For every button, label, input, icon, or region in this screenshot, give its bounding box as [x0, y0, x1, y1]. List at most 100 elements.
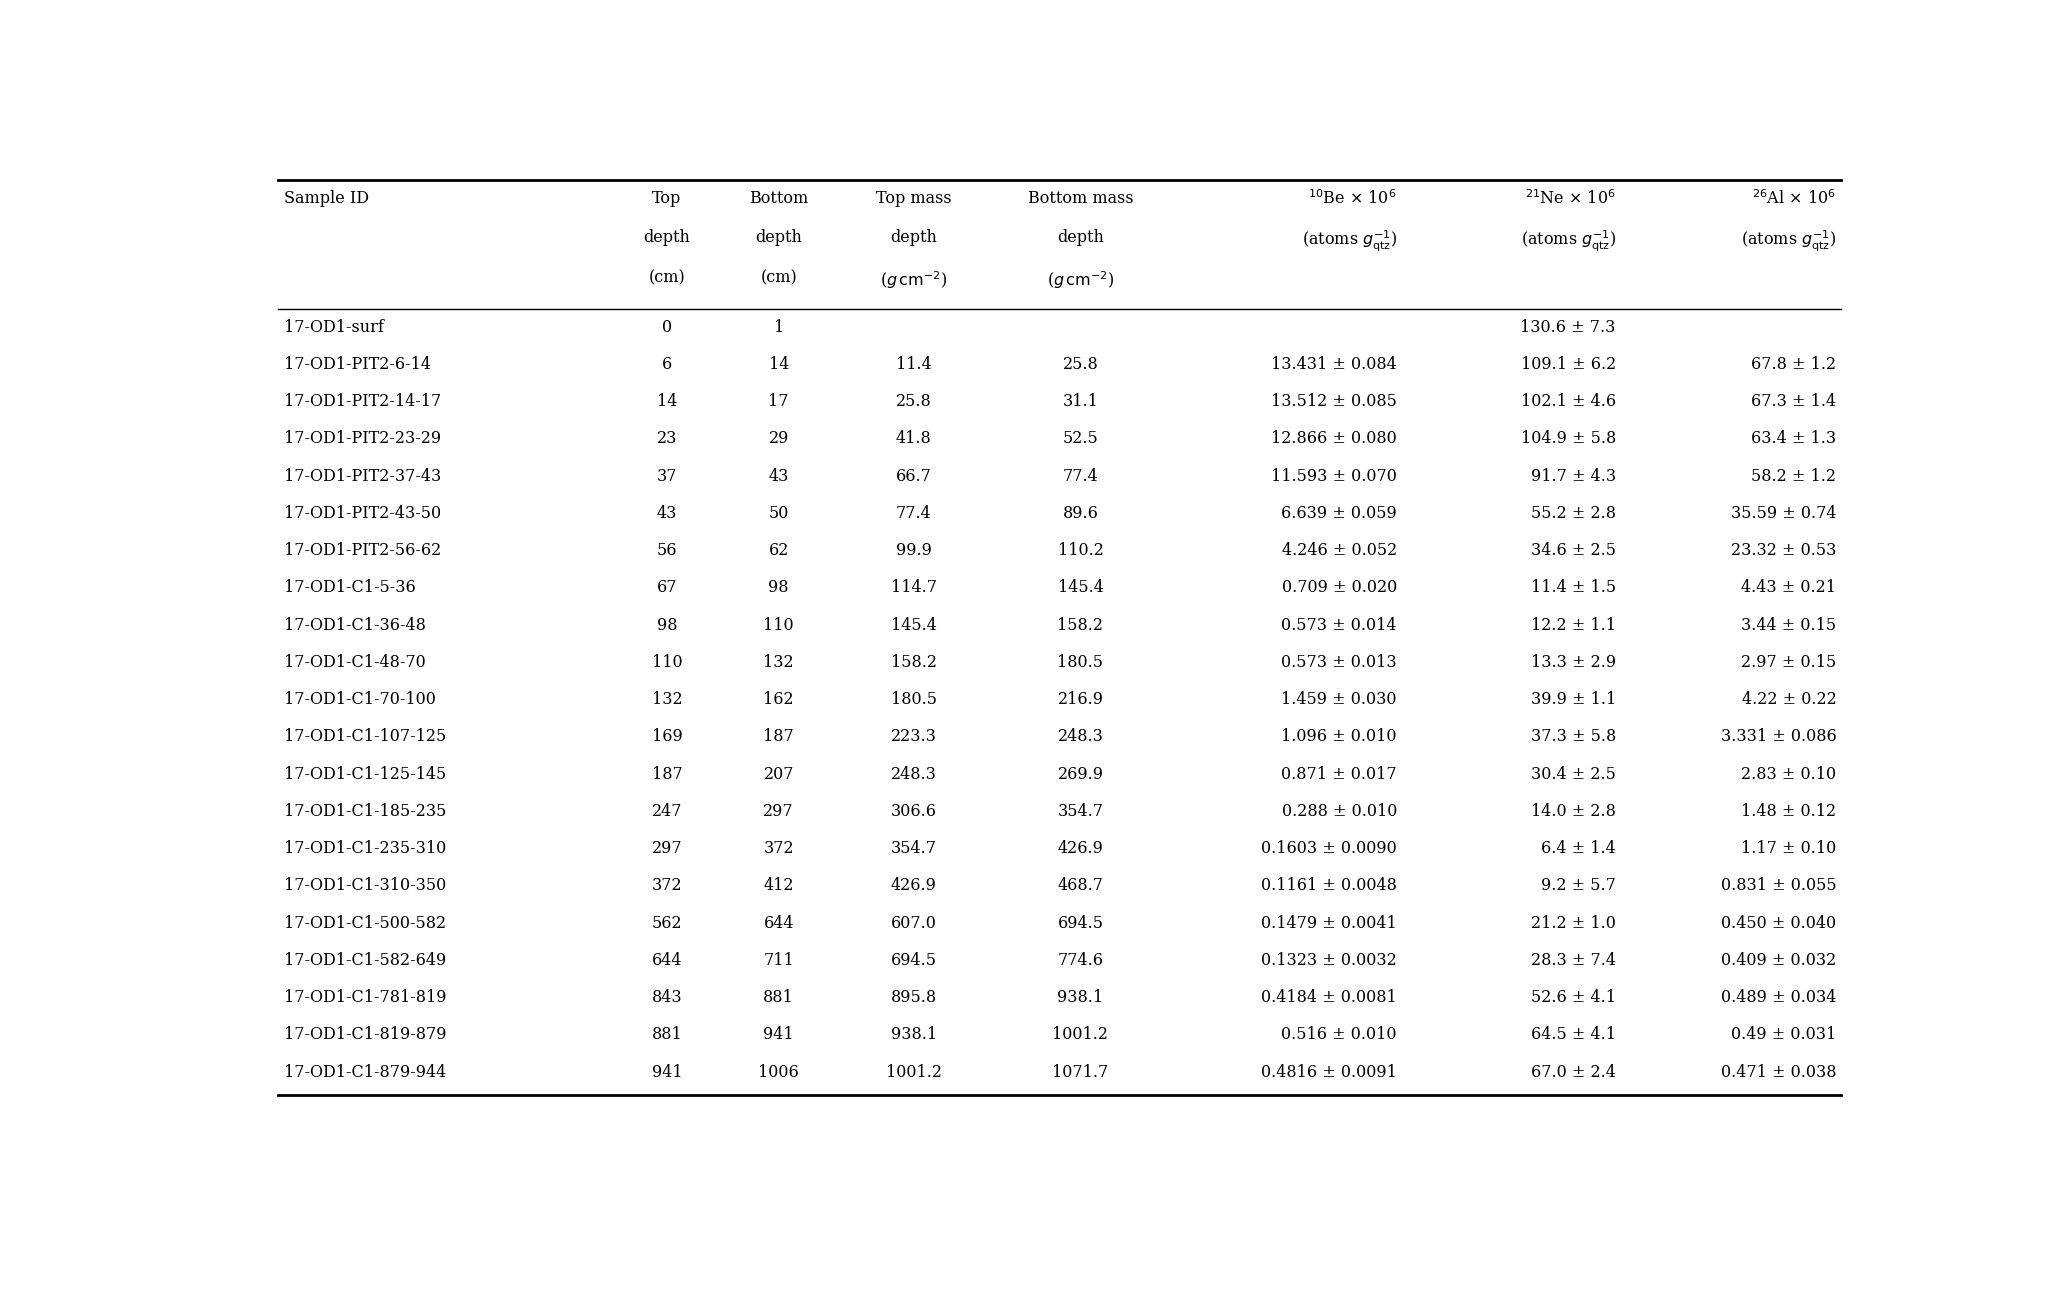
Text: depth: depth — [1056, 230, 1104, 246]
Text: 17-OD1-C1-48-70: 17-OD1-C1-48-70 — [283, 654, 426, 671]
Text: 25.8: 25.8 — [897, 393, 932, 410]
Text: 0.516 ± 0.010: 0.516 ± 0.010 — [1282, 1027, 1397, 1044]
Text: 31.1: 31.1 — [1062, 393, 1098, 410]
Text: 12.866 ± 0.080: 12.866 ± 0.080 — [1271, 431, 1397, 448]
Text: 110.2: 110.2 — [1058, 542, 1104, 559]
Text: 11.4 ± 1.5: 11.4 ± 1.5 — [1532, 579, 1616, 596]
Text: 0.4816 ± 0.0091: 0.4816 ± 0.0091 — [1261, 1064, 1397, 1081]
Text: 64.5 ± 4.1: 64.5 ± 4.1 — [1532, 1027, 1616, 1044]
Text: 52.5: 52.5 — [1062, 431, 1098, 448]
Text: 1001.2: 1001.2 — [887, 1064, 943, 1081]
Text: 98: 98 — [657, 617, 678, 633]
Text: 468.7: 468.7 — [1058, 877, 1104, 894]
Text: 145.4: 145.4 — [1058, 579, 1104, 596]
Text: 12.2 ± 1.1: 12.2 ± 1.1 — [1532, 617, 1616, 633]
Text: 13.512 ± 0.085: 13.512 ± 0.085 — [1271, 393, 1397, 410]
Text: 941: 941 — [763, 1027, 794, 1044]
Text: 372: 372 — [763, 840, 794, 857]
Text: 17: 17 — [769, 393, 790, 410]
Text: 0.573 ± 0.013: 0.573 ± 0.013 — [1282, 654, 1397, 671]
Text: 269.9: 269.9 — [1058, 766, 1104, 783]
Text: 66.7: 66.7 — [895, 468, 932, 485]
Text: 306.6: 306.6 — [891, 802, 936, 820]
Text: 109.1 ± 6.2: 109.1 ± 6.2 — [1521, 356, 1616, 373]
Text: 881: 881 — [651, 1027, 682, 1044]
Text: 17-OD1-PIT2-37-43: 17-OD1-PIT2-37-43 — [283, 468, 440, 485]
Text: 426.9: 426.9 — [891, 877, 936, 894]
Text: 14.0 ± 2.8: 14.0 ± 2.8 — [1532, 802, 1616, 820]
Text: 1.096 ± 0.010: 1.096 ± 0.010 — [1282, 729, 1397, 746]
Text: 0.409 ± 0.032: 0.409 ± 0.032 — [1722, 952, 1835, 969]
Text: 0.489 ± 0.034: 0.489 ± 0.034 — [1722, 989, 1835, 1006]
Text: 248.3: 248.3 — [891, 766, 936, 783]
Text: (atoms $g_{\mathrm{qtz}}^{-1}$): (atoms $g_{\mathrm{qtz}}^{-1}$) — [1740, 230, 1835, 254]
Text: 56: 56 — [657, 542, 678, 559]
Text: 562: 562 — [651, 915, 682, 931]
Text: 132: 132 — [651, 691, 682, 708]
Text: 58.2 ± 1.2: 58.2 ± 1.2 — [1751, 468, 1835, 485]
Text: 644: 644 — [763, 915, 794, 931]
Text: 0.450 ± 0.040: 0.450 ± 0.040 — [1722, 915, 1835, 931]
Text: 17-OD1-C1-500-582: 17-OD1-C1-500-582 — [283, 915, 446, 931]
Text: 13.3 ± 2.9: 13.3 ± 2.9 — [1532, 654, 1616, 671]
Text: 41.8: 41.8 — [897, 431, 932, 448]
Text: 4.246 ± 0.052: 4.246 ± 0.052 — [1282, 542, 1397, 559]
Text: 37.3 ± 5.8: 37.3 ± 5.8 — [1530, 729, 1616, 746]
Text: 6.4 ± 1.4: 6.4 ± 1.4 — [1542, 840, 1616, 857]
Text: 99.9: 99.9 — [895, 542, 932, 559]
Text: 98: 98 — [769, 579, 790, 596]
Text: 372: 372 — [651, 877, 682, 894]
Text: 17-OD1-PIT2-14-17: 17-OD1-PIT2-14-17 — [283, 393, 440, 410]
Text: 35.59 ± 0.74: 35.59 ± 0.74 — [1730, 504, 1835, 522]
Text: $^{10}$Be $\times$ 10$^{6}$: $^{10}$Be $\times$ 10$^{6}$ — [1308, 190, 1397, 208]
Text: 0.49 ± 0.031: 0.49 ± 0.031 — [1730, 1027, 1835, 1044]
Text: Top mass: Top mass — [876, 190, 951, 206]
Text: 426.9: 426.9 — [1058, 840, 1104, 857]
Text: 1006: 1006 — [759, 1064, 800, 1081]
Text: 158.2: 158.2 — [891, 654, 936, 671]
Text: 207: 207 — [763, 766, 794, 783]
Text: 248.3: 248.3 — [1058, 729, 1104, 746]
Text: 0.4184 ± 0.0081: 0.4184 ± 0.0081 — [1261, 989, 1397, 1006]
Text: 17-OD1-C1-125-145: 17-OD1-C1-125-145 — [283, 766, 446, 783]
Text: 180.5: 180.5 — [891, 691, 936, 708]
Text: 17-OD1-C1-310-350: 17-OD1-C1-310-350 — [283, 877, 446, 894]
Text: 30.4 ± 2.5: 30.4 ± 2.5 — [1532, 766, 1616, 783]
Text: 1: 1 — [773, 319, 783, 335]
Text: 187: 187 — [651, 766, 682, 783]
Text: (cm): (cm) — [761, 270, 798, 286]
Text: 17-OD1-C1-582-649: 17-OD1-C1-582-649 — [283, 952, 446, 969]
Text: 11.4: 11.4 — [897, 356, 932, 373]
Text: 17-OD1-C1-36-48: 17-OD1-C1-36-48 — [283, 617, 426, 633]
Text: 6: 6 — [661, 356, 672, 373]
Text: 4.22 ± 0.22: 4.22 ± 0.22 — [1742, 691, 1835, 708]
Text: 187: 187 — [763, 729, 794, 746]
Text: 1.48 ± 0.12: 1.48 ± 0.12 — [1740, 802, 1835, 820]
Text: 17-OD1-PIT2-43-50: 17-OD1-PIT2-43-50 — [283, 504, 440, 522]
Text: 13.431 ± 0.084: 13.431 ± 0.084 — [1271, 356, 1397, 373]
Text: 102.1 ± 4.6: 102.1 ± 4.6 — [1521, 393, 1616, 410]
Text: 4.43 ± 0.21: 4.43 ± 0.21 — [1740, 579, 1835, 596]
Text: 63.4 ± 1.3: 63.4 ± 1.3 — [1751, 431, 1835, 448]
Text: 37: 37 — [657, 468, 678, 485]
Text: 67.8 ± 1.2: 67.8 ± 1.2 — [1751, 356, 1835, 373]
Text: Bottom mass: Bottom mass — [1027, 190, 1133, 206]
Text: 67.0 ± 2.4: 67.0 ± 2.4 — [1532, 1064, 1616, 1081]
Text: 223.3: 223.3 — [891, 729, 936, 746]
Text: 0.1323 ± 0.0032: 0.1323 ± 0.0032 — [1261, 952, 1397, 969]
Text: 0.1479 ± 0.0041: 0.1479 ± 0.0041 — [1261, 915, 1397, 931]
Text: 774.6: 774.6 — [1058, 952, 1104, 969]
Text: 21.2 ± 1.0: 21.2 ± 1.0 — [1532, 915, 1616, 931]
Text: 9.2 ± 5.7: 9.2 ± 5.7 — [1540, 877, 1616, 894]
Text: 91.7 ± 4.3: 91.7 ± 4.3 — [1532, 468, 1616, 485]
Text: 6.639 ± 0.059: 6.639 ± 0.059 — [1282, 504, 1397, 522]
Text: 17-OD1-PIT2-6-14: 17-OD1-PIT2-6-14 — [283, 356, 432, 373]
Text: 0.1161 ± 0.0048: 0.1161 ± 0.0048 — [1261, 877, 1397, 894]
Text: 0.471 ± 0.038: 0.471 ± 0.038 — [1720, 1064, 1835, 1081]
Text: 607.0: 607.0 — [891, 915, 936, 931]
Text: 2.97 ± 0.15: 2.97 ± 0.15 — [1740, 654, 1835, 671]
Text: 0.709 ± 0.020: 0.709 ± 0.020 — [1282, 579, 1397, 596]
Text: 39.9 ± 1.1: 39.9 ± 1.1 — [1530, 691, 1616, 708]
Text: $^{26}$Al $\times$ 10$^{6}$: $^{26}$Al $\times$ 10$^{6}$ — [1753, 190, 1835, 208]
Text: 17-OD1-surf: 17-OD1-surf — [283, 319, 384, 335]
